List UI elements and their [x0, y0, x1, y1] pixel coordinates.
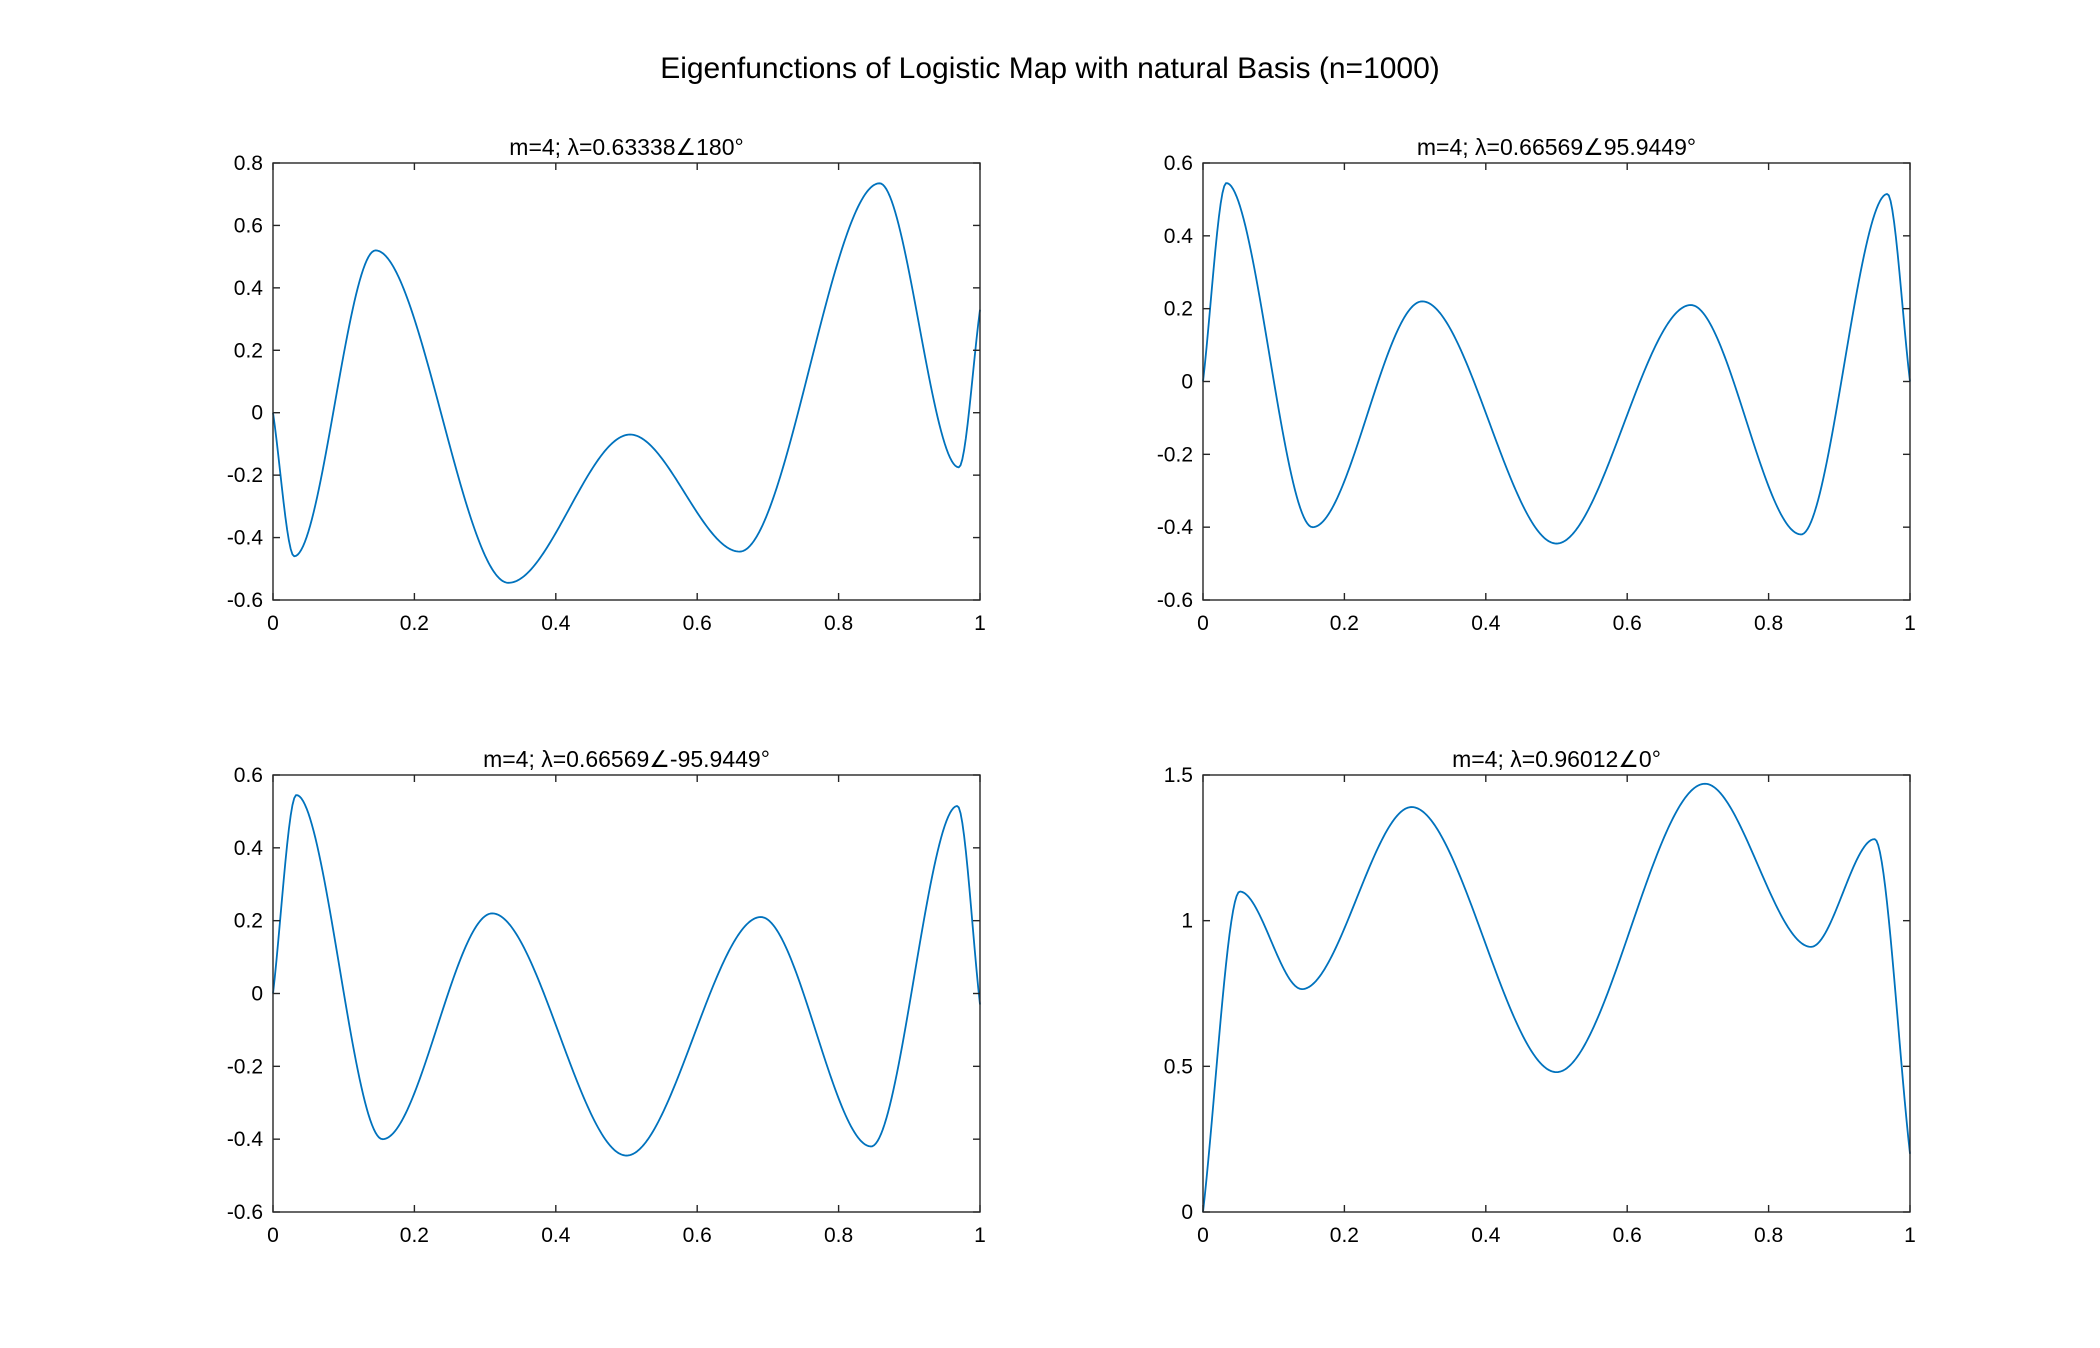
- subplot-title: m=4; λ=0.66569∠-95.9449°: [483, 746, 770, 772]
- y-tick-label: -0.6: [227, 589, 263, 612]
- axes-box: [1202, 162, 1911, 601]
- x-tick-label: 0.2: [1330, 612, 1359, 635]
- y-tick-label: 0.6: [234, 214, 263, 237]
- x-tick-label: 0.6: [683, 1224, 712, 1247]
- x-tick-label: 0.8: [824, 1224, 853, 1247]
- x-tick-label: 1: [974, 612, 986, 635]
- x-tick-label: 0.2: [400, 1224, 429, 1247]
- subplot-2: m=4; λ=0.66569∠95.9449° 0 0.2 0.4 0.6 0.8 1 -0.…: [1157, 134, 1916, 635]
- x-tick-label: 0.4: [541, 1224, 571, 1247]
- x-tick-label: 1: [1904, 612, 1916, 635]
- y-tick-label: 0.6: [1164, 152, 1193, 175]
- y-tick-label: -0.4: [227, 527, 264, 550]
- y-tick-label: -0.6: [1157, 589, 1193, 612]
- y-tick-label: 0.2: [1164, 298, 1193, 321]
- x-tick-label: 0.6: [1613, 1224, 1642, 1247]
- series-line-1: [1202, 182, 1911, 545]
- x-tick-label: 0.8: [1754, 612, 1783, 635]
- series-line-1: [272, 794, 981, 1157]
- axes-box: [272, 774, 981, 1213]
- x-tick-label: 0: [267, 612, 279, 635]
- x-tick-label: 0: [1197, 1224, 1209, 1247]
- x-tick-label: 0.2: [400, 612, 429, 635]
- x-tick-label: 0.8: [824, 612, 853, 635]
- y-tick-label: 0.4: [234, 277, 264, 300]
- y-tick-label: -0.6: [227, 1201, 263, 1224]
- axes-box: [272, 162, 981, 601]
- y-tick-label: -0.2: [227, 464, 263, 487]
- y-tick-label: 0: [1181, 1201, 1193, 1224]
- subplots: m=4; λ=0.63338∠180° 0 0.2 0.4 0.6 0.8 1 -0.6 -0.…: [227, 134, 1916, 1247]
- x-tick-label: 0.4: [541, 612, 571, 635]
- x-tick-label: 0.8: [1754, 1224, 1783, 1247]
- subplot-1: m=4; λ=0.63338∠180° 0 0.2 0.4 0.6 0.8 1 -0.6 -0.…: [227, 134, 986, 635]
- y-tick-label: 0.5: [1164, 1055, 1193, 1078]
- series-line-1: [1202, 782, 1911, 1213]
- x-tick-label: 0.4: [1471, 1224, 1501, 1247]
- x-tick-label: 0.6: [683, 612, 712, 635]
- subplot-3: m=4; λ=0.66569∠-95.9449° 0 0.2 0.4 0.6 0.8 1 -0…: [227, 746, 986, 1247]
- subplot-title: m=4; λ=0.66569∠95.9449°: [1417, 134, 1696, 160]
- y-tick-label: 1: [1181, 910, 1193, 933]
- y-tick-label: 0.4: [234, 837, 264, 860]
- y-tick-label: -0.2: [1157, 443, 1193, 466]
- subplot-title: m=4; λ=0.63338∠180°: [509, 134, 743, 160]
- axes-box: [1202, 774, 1911, 1213]
- x-tick-label: 0: [267, 1224, 279, 1247]
- x-tick-label: 0.6: [1613, 612, 1642, 635]
- subplot-title: m=4; λ=0.96012∠0°: [1452, 746, 1661, 772]
- series-line-1: [272, 182, 981, 584]
- y-tick-label: 0.2: [234, 910, 263, 933]
- x-tick-label: 1: [974, 1224, 986, 1247]
- y-tick-label: 1.5: [1164, 764, 1193, 787]
- x-tick-label: 1: [1904, 1224, 1916, 1247]
- y-tick-label: 0.6: [234, 764, 263, 787]
- x-tick-label: 0: [1197, 612, 1209, 635]
- figure-title: Eigenfunctions of Logistic Map with natu…: [660, 52, 1440, 85]
- subplot-4: m=4; λ=0.96012∠0° 0 0.2 0.4 0.6 0.8 1 0 0.5 1 1.5: [1164, 746, 1916, 1247]
- y-tick-label: 0.2: [234, 339, 263, 362]
- y-tick-label: -0.4: [1157, 516, 1194, 539]
- x-tick-label: 0.4: [1471, 612, 1501, 635]
- y-tick-label: -0.4: [227, 1128, 264, 1151]
- y-tick-label: 0: [1181, 371, 1193, 394]
- y-tick-label: 0.8: [234, 152, 263, 175]
- y-tick-label: -0.2: [227, 1055, 263, 1078]
- y-tick-label: 0: [251, 983, 263, 1006]
- y-tick-label: 0.4: [1164, 225, 1194, 248]
- y-tick-label: 0: [251, 402, 263, 425]
- x-tick-label: 0.2: [1330, 1224, 1359, 1247]
